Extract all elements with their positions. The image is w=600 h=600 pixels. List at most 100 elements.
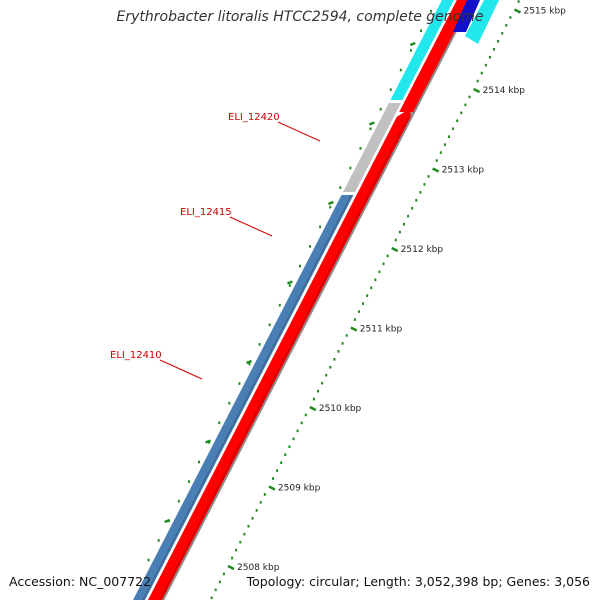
major-tick <box>432 167 440 173</box>
minor-tick <box>300 421 303 425</box>
major-tick <box>246 359 252 365</box>
major-tick <box>205 439 212 444</box>
gene-label[interactable]: ELI_12410 <box>110 350 162 361</box>
minor-tick <box>228 401 231 405</box>
minor-tick <box>501 32 504 35</box>
minor-tick <box>480 71 483 75</box>
gene-red-reverse[interactable] <box>138 117 411 600</box>
minor-tick <box>218 580 221 584</box>
minor-tick <box>439 151 442 154</box>
gene-blue-edge <box>142 194 353 600</box>
gene-label[interactable]: ELI_12420 <box>228 112 280 123</box>
gene-label[interactable]: ELI_12415 <box>180 207 232 218</box>
major-tick <box>268 485 276 491</box>
minor-tick <box>464 103 467 107</box>
minor-tick <box>218 421 221 425</box>
minor-tick <box>337 350 340 353</box>
gene-red-upper[interactable] <box>399 0 481 112</box>
minor-tick <box>341 342 344 345</box>
minor-tick <box>484 63 487 67</box>
minor-tick <box>382 262 385 266</box>
minor-tick <box>255 509 258 512</box>
major-tick <box>327 200 334 206</box>
minor-tick <box>509 16 512 19</box>
minor-tick <box>370 286 373 290</box>
tick-label: 2508 kbp <box>237 563 280 573</box>
major-tick <box>350 326 358 332</box>
minor-tick <box>278 303 281 307</box>
minor-tick <box>419 191 422 194</box>
minor-tick <box>319 225 322 229</box>
minor-tick <box>493 47 496 51</box>
major-tick <box>513 8 522 14</box>
gene-gray[interactable] <box>342 103 401 193</box>
minor-tick <box>238 382 241 385</box>
minor-tick <box>435 159 438 162</box>
minor-tick <box>488 55 491 59</box>
tick-label: 2509 kbp <box>278 484 321 494</box>
minor-tick <box>362 302 365 305</box>
gene-cyan-right[interactable] <box>465 0 499 44</box>
minor-tick <box>214 588 217 592</box>
minor-tick <box>369 127 372 131</box>
minor-tick <box>239 540 242 544</box>
gene-cyan[interactable] <box>389 0 464 101</box>
minor-tick <box>263 493 266 496</box>
minor-tick <box>349 166 352 170</box>
minor-tick <box>420 29 423 33</box>
minor-tick <box>366 294 369 297</box>
minor-tick <box>427 175 430 178</box>
major-tick <box>473 87 481 94</box>
minor-tick <box>353 318 356 321</box>
minor-tick <box>210 596 213 600</box>
minor-tick <box>312 397 315 401</box>
gene-label-leader <box>229 216 273 237</box>
tick-label: 2514 kbp <box>483 86 526 96</box>
genome-title: Erythrobacter litoralis HTCC2594, comple… <box>116 9 484 25</box>
major-tick <box>286 280 293 285</box>
minor-tick <box>359 147 362 150</box>
minor-tick <box>288 445 291 449</box>
minor-tick <box>407 214 410 218</box>
minor-tick <box>448 135 451 138</box>
minor-tick <box>378 270 381 274</box>
minor-tick <box>251 517 254 520</box>
minor-tick <box>443 143 446 146</box>
major-tick <box>227 564 235 571</box>
gene-navy[interactable] <box>453 0 480 32</box>
minor-tick <box>374 278 377 282</box>
minor-tick <box>292 437 295 441</box>
minor-tick <box>411 206 414 210</box>
minor-tick <box>321 381 324 385</box>
minor-tick <box>187 480 190 483</box>
minor-tick <box>357 310 360 313</box>
minor-tick <box>345 334 348 337</box>
minor-tick <box>415 199 418 202</box>
minor-tick <box>430 9 433 13</box>
minor-tick <box>386 254 389 258</box>
minor-tick <box>243 532 246 536</box>
minor-tick <box>317 389 320 393</box>
gene-label-leader <box>159 359 203 380</box>
minor-tick <box>157 539 160 542</box>
minor-tick <box>460 111 463 115</box>
scale-ruler: 2508 kbp 2509 kbp 2510 kbp 2511 kbp 2512 kbp… <box>147 0 566 600</box>
minor-tick <box>476 79 479 83</box>
minor-tick <box>258 343 261 346</box>
gene-blue[interactable] <box>123 195 354 600</box>
minor-tick <box>423 183 426 186</box>
minor-tick <box>452 127 455 131</box>
minor-tick <box>329 205 332 209</box>
minor-tick <box>505 24 508 27</box>
minor-tick <box>222 572 225 576</box>
minor-tick <box>298 264 301 268</box>
minor-tick <box>198 460 201 464</box>
minor-tick <box>235 548 238 552</box>
genome-stats-text: Topology: circular; Length: 3,052,398 bp… <box>246 574 590 589</box>
minor-tick <box>276 469 279 472</box>
tick-label: 2511 kbp <box>360 325 403 335</box>
minor-tick <box>284 453 287 456</box>
tick-label: 2513 kbp <box>442 166 485 176</box>
minor-tick <box>147 558 150 562</box>
